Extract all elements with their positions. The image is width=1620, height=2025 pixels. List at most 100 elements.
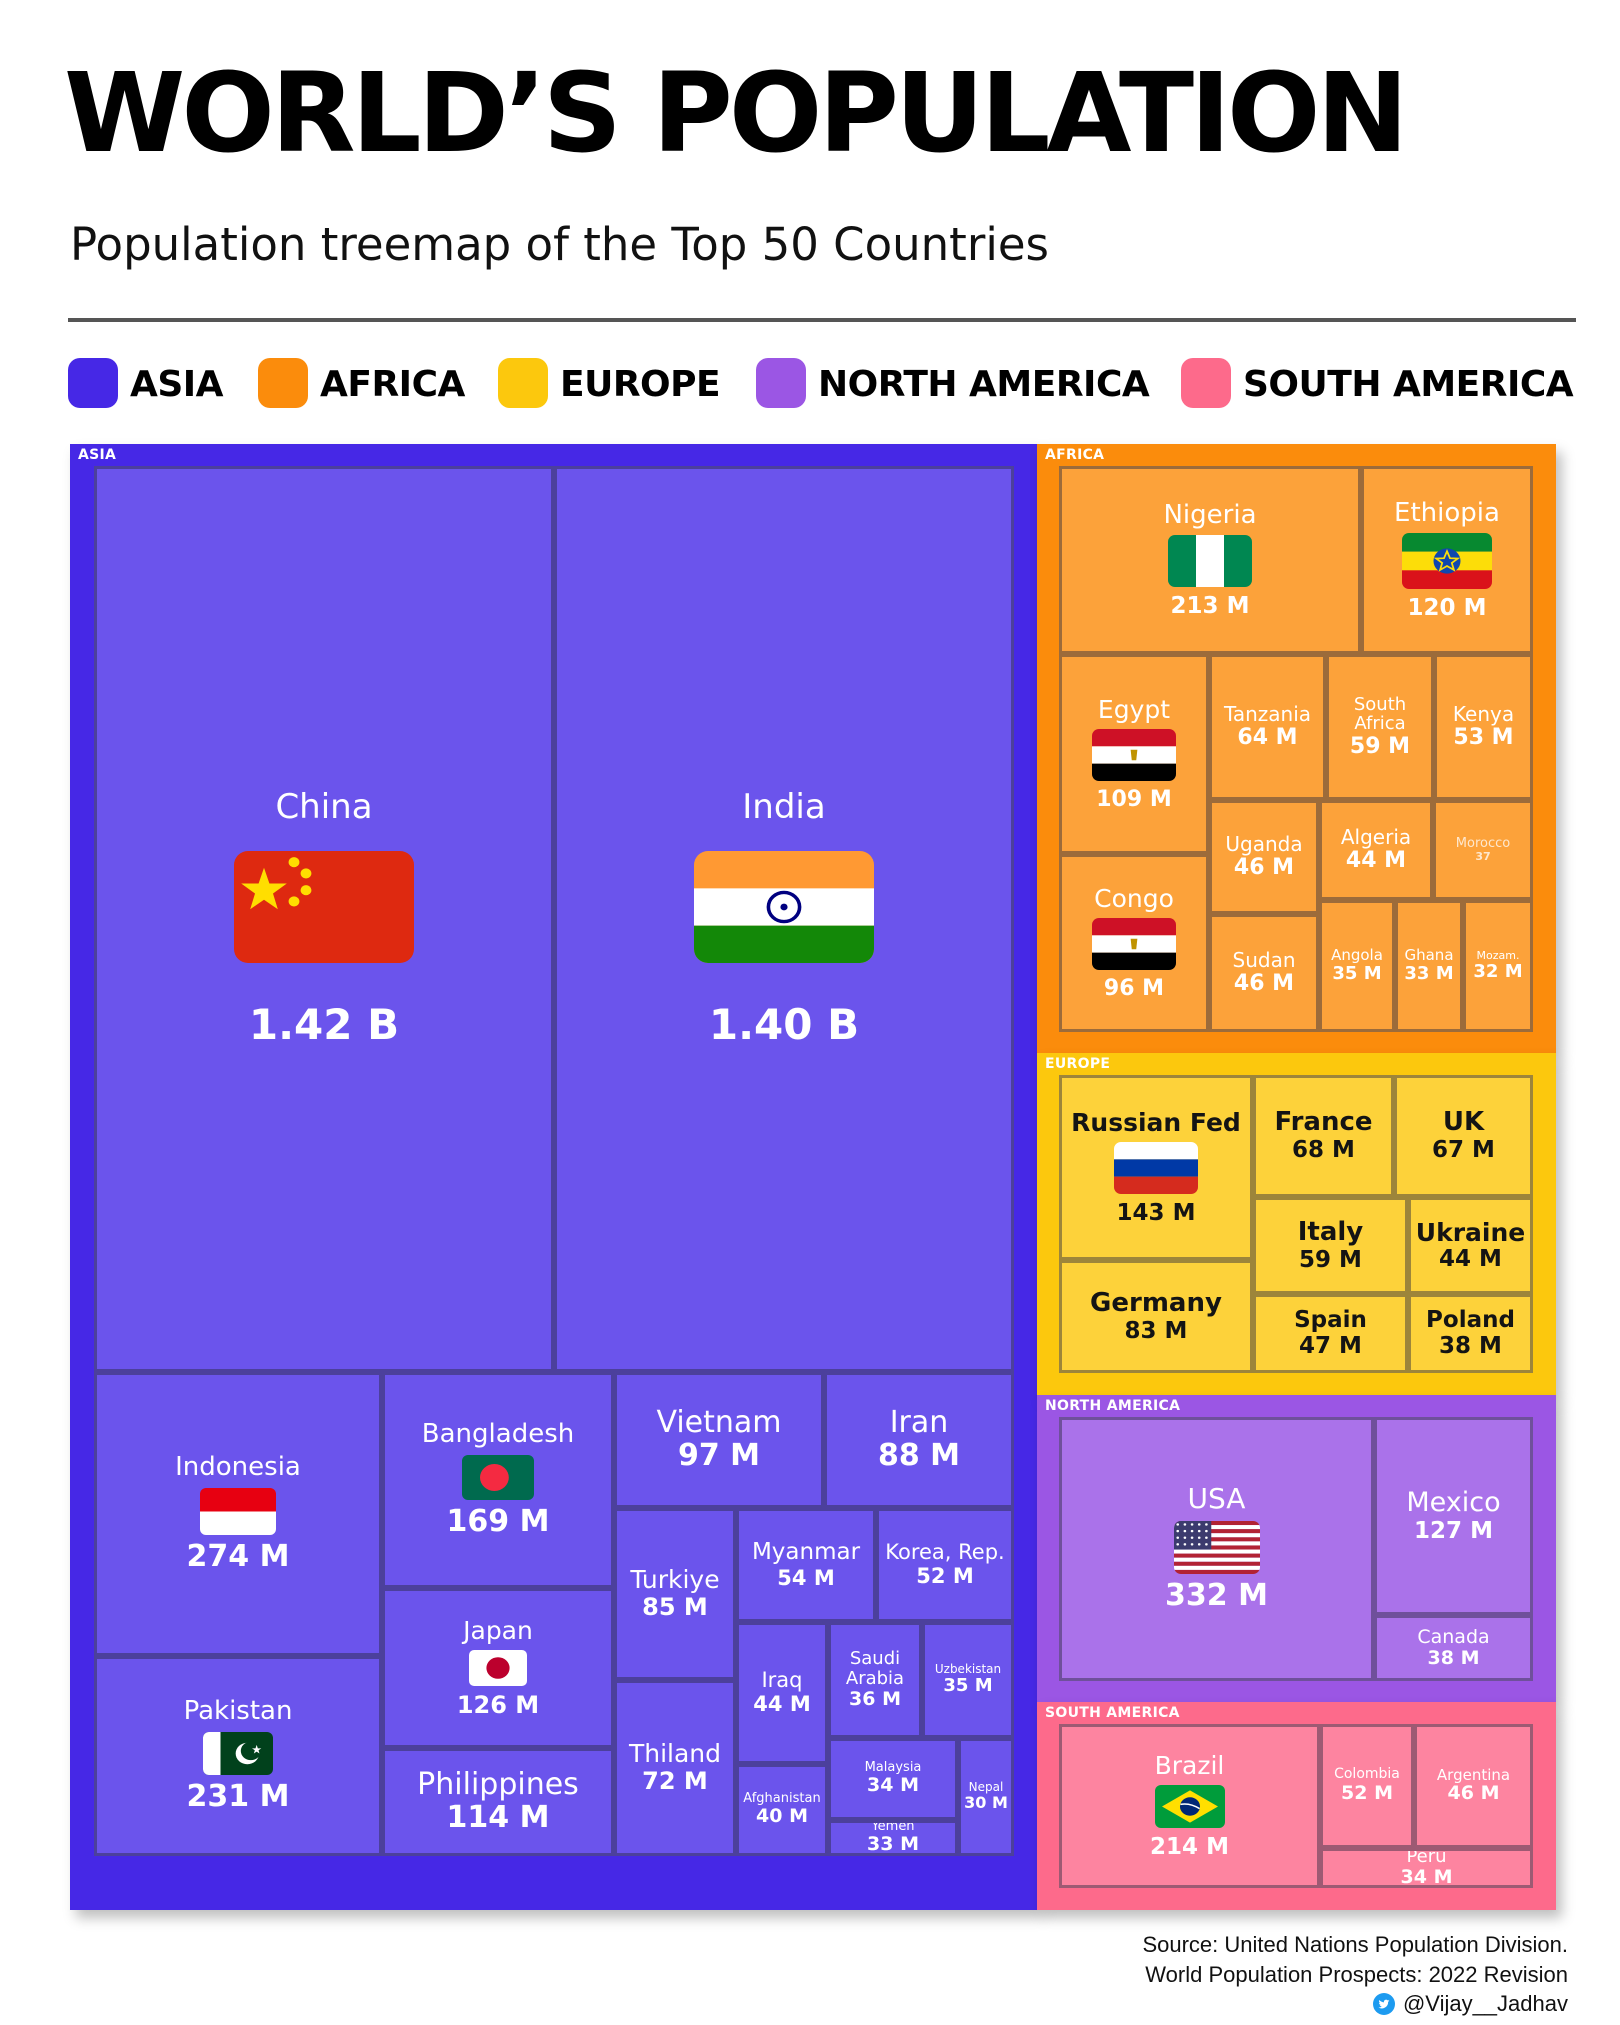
treemap-cell-china: China 1.42 B <box>94 466 554 1372</box>
treemap-cell-philippines: Philippines 114 M <box>382 1748 614 1856</box>
treemap-cell-congo: Congo 96 M <box>1059 854 1209 1032</box>
cell-country-name: Spain <box>1294 1306 1367 1333</box>
cell-country-name: Saudi Arabia <box>845 1648 905 1690</box>
cell-country-name: Afghanistan <box>743 1790 821 1806</box>
cell-population-value: 68 M <box>1292 1137 1355 1164</box>
treemap-cell-mozam: Mozam. 32 M <box>1463 900 1533 1032</box>
cell-population-value: 169 M <box>446 1504 550 1540</box>
cell-country-name: Japan <box>463 1615 533 1645</box>
cell-country-name: Nigeria <box>1163 499 1257 530</box>
region-label: NORTH AMERICA <box>1045 1398 1181 1414</box>
cell-country-name: Indonesia <box>175 1452 301 1483</box>
cell-population-value: 44 M <box>1345 848 1407 874</box>
treemap-cell-thiland: Thiland 72 M <box>614 1680 736 1856</box>
author-handle[interactable]: @Vijay__Jadhav <box>1372 1990 1568 2018</box>
cell-population-value: 34 M <box>1400 1865 1453 1888</box>
cell-country-name: Korea, Rep. <box>885 1540 1005 1565</box>
cell-country-name: Ghana <box>1404 946 1454 965</box>
pakistan-flag <box>203 1731 273 1775</box>
cell-population-value: 59 M <box>1349 734 1411 760</box>
congo-flag <box>1092 918 1176 971</box>
ethiopia-flag <box>1402 533 1492 590</box>
cell-population-value: 35 M <box>943 1675 993 1697</box>
cell-population-value: 46 M <box>1233 855 1295 881</box>
treemap-cell-brazil: Brazil 214 M <box>1059 1724 1320 1888</box>
cell-country-name: Iraq <box>761 1668 803 1693</box>
cell-population-value: 97 M <box>677 1438 761 1474</box>
treemap-cell-uganda: Uganda 46 M <box>1209 800 1319 914</box>
cell-population-value: 213 M <box>1170 592 1250 619</box>
page-title: WORLD’S POPULATION <box>64 49 1409 177</box>
cell-country-name: China <box>275 787 373 828</box>
treemap-cell-japan: Japan 126 M <box>382 1588 614 1748</box>
cell-country-name: Mexico <box>1406 1486 1501 1518</box>
cell-population-value: 72 M <box>642 1766 708 1795</box>
cell-population-value: 126 M <box>456 1690 540 1719</box>
treemap-cell-saudi-arabia: Saudi Arabia 36 M <box>828 1622 922 1738</box>
cell-population-value: 44 M <box>753 1692 811 1717</box>
cell-country-name: Morocco <box>1455 835 1511 851</box>
cell-country-name: Russian Fed <box>1071 1107 1241 1137</box>
cell-population-value: 44 M <box>1439 1246 1502 1273</box>
usa-flag <box>1173 1520 1260 1574</box>
cell-country-name: Ukraine <box>1415 1217 1526 1247</box>
treemap-cell-malaysia: Malaysia 34 M <box>828 1738 958 1820</box>
cell-population-value: 38 M <box>1439 1332 1502 1359</box>
cell-country-name: South Africa <box>1353 693 1407 735</box>
legend-label-europe: EUROPE <box>560 364 721 405</box>
cell-population-value: 143 M <box>1116 1199 1196 1226</box>
treemap-cell-italy: Italy 59 M <box>1253 1197 1408 1294</box>
legend-label-africa: AFRICA <box>320 364 465 405</box>
cell-country-name: Malaysia <box>864 1759 922 1775</box>
treemap-cell-russian-fed: Russian Fed 143 M <box>1059 1075 1253 1260</box>
cell-population-value: 37 <box>1475 849 1491 863</box>
cell-country-name: Uzbekistan <box>934 1662 1002 1677</box>
cell-country-name: Colombia <box>1334 1766 1400 1783</box>
treemap-cell-peru: Peru 34 M <box>1320 1848 1533 1888</box>
source-line-2: World Population Prospects: 2022 Revisio… <box>1145 1962 1568 1987</box>
divider <box>68 318 1576 322</box>
treemap-cell-uk: UK 67 M <box>1394 1075 1533 1197</box>
cell-country-name: Italy <box>1297 1216 1364 1247</box>
cell-country-name: Iran <box>889 1405 949 1441</box>
treemap-cell-turkiye: Turkiye 85 M <box>614 1508 736 1680</box>
treemap-cell-argentina: Argentina 46 M <box>1414 1724 1533 1848</box>
treemap-cell-france: France 68 M <box>1253 1075 1394 1197</box>
cell-population-value: 46 M <box>1233 971 1295 997</box>
treemap-cell-colombia: Colombia 52 M <box>1320 1724 1414 1848</box>
cell-country-name: Tanzania <box>1223 702 1312 727</box>
india-flag <box>694 850 874 963</box>
china-flag <box>234 850 414 963</box>
cell-country-name: Bangladesh <box>421 1419 575 1450</box>
treemap-cell-bangladesh: Bangladesh 169 M <box>382 1372 614 1588</box>
cell-country-name: Angola <box>1331 946 1383 965</box>
cell-population-value: 114 M <box>446 1800 550 1836</box>
treemap-cell-pakistan: Pakistan 231 M <box>94 1656 382 1856</box>
cell-country-name: Philippines <box>417 1767 579 1803</box>
cell-country-name: Pakistan <box>183 1696 293 1727</box>
cell-population-value: 85 M <box>642 1592 708 1621</box>
cell-country-name: Kenya <box>1452 702 1515 727</box>
cell-country-name: Poland <box>1426 1306 1515 1333</box>
cell-population-value: 30 M <box>964 1793 1008 1813</box>
cell-population-value: 83 M <box>1124 1317 1188 1344</box>
treemap-cell-kenya: Kenya 53 M <box>1434 654 1533 800</box>
treemap-cell-iraq: Iraq 44 M <box>736 1622 828 1764</box>
nigeria-flag <box>1168 535 1252 588</box>
cell-population-value: 38 M <box>1427 1646 1480 1669</box>
treemap-cell-sudan: Sudan 46 M <box>1209 914 1319 1032</box>
treemap-cell-mexico: Mexico 127 M <box>1374 1417 1533 1615</box>
cell-country-name: India <box>742 787 826 828</box>
cell-population-value: 67 M <box>1432 1137 1495 1164</box>
region-label: ASIA <box>78 447 117 463</box>
legend-swatch-africa <box>258 358 308 408</box>
cell-population-value: 47 M <box>1299 1332 1362 1359</box>
treemap-cell-yemen: Yemen 33 M <box>828 1820 958 1856</box>
legend-swatch-north-america <box>756 358 806 408</box>
cell-country-name: Mozam. <box>1476 948 1520 962</box>
legend-label-asia: ASIA <box>130 364 224 405</box>
cell-population-value: 33 M <box>1404 962 1454 984</box>
japan-flag <box>469 1649 527 1686</box>
treemap-cell-germany: Germany 83 M <box>1059 1260 1253 1373</box>
